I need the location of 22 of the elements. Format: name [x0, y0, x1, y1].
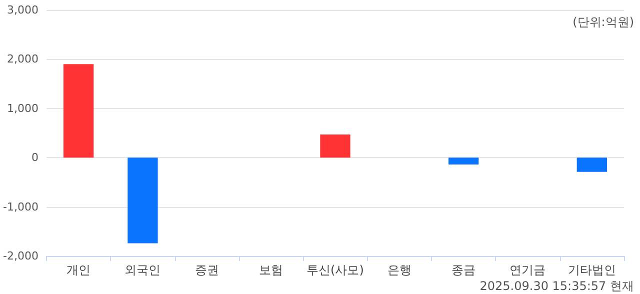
bar [320, 134, 350, 158]
y-tick-label: -1,000 [2, 200, 38, 214]
annotation: (단위:억원) [572, 15, 634, 29]
x-tick-label: 개인 [66, 263, 91, 277]
y-tick-label: 1,000 [6, 102, 38, 115]
x-tick-label: 종금 [452, 263, 476, 277]
y-tick-label: 3,000 [6, 4, 38, 16]
bar [63, 64, 94, 158]
y-tick-label: 2,000 [6, 52, 38, 66]
x-tick-label: 투신(사모) [306, 263, 364, 277]
y-tick-label: -2,000 [2, 250, 38, 262]
bar [448, 158, 479, 164]
x-tick-label: 증권 [194, 263, 219, 277]
x-tick-label: 기타법인 [568, 263, 616, 277]
x-tick-label: 연기금 [510, 263, 546, 277]
bar [128, 158, 158, 244]
bar [576, 158, 607, 172]
x-tick-label: 외국인 [124, 263, 161, 277]
y-tick-label: 0 [31, 151, 38, 164]
text: 2025.09.30 15:35:57 현재 [480, 279, 634, 293]
x-tick-label: 은행 [387, 263, 412, 277]
x-tick-label: 보험 [259, 263, 284, 277]
